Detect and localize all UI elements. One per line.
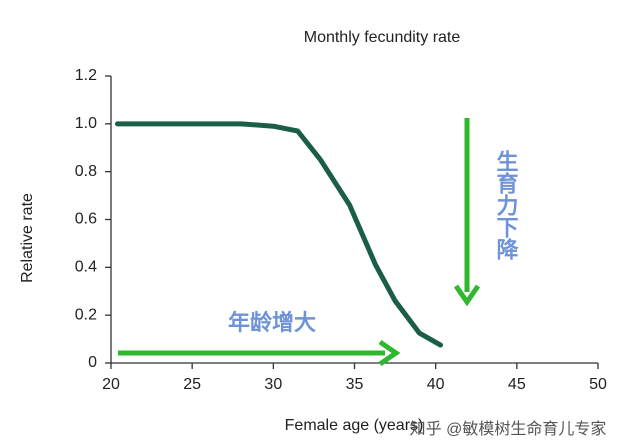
x-tick-label: 35 — [346, 376, 364, 393]
arrow-head — [378, 339, 401, 367]
y-axis-label: Relative rate — [19, 193, 36, 283]
y-tick-label: 0.8 — [75, 163, 97, 180]
y-tick-label: 0.2 — [75, 306, 97, 323]
arrow-head — [453, 284, 481, 307]
x-tick-label: 50 — [589, 376, 607, 393]
y-tick-label: 0 — [88, 354, 97, 371]
y-tick-label: 0.4 — [75, 259, 97, 276]
y-tick-label: 1.2 — [75, 67, 97, 84]
y-tick-label: 0.6 — [75, 211, 97, 228]
annotation: 年龄增大 — [228, 310, 316, 336]
x-tick-label: 45 — [508, 376, 526, 393]
chart-title: Monthly fecundity rate — [304, 29, 461, 46]
watermark: 知乎 @敏模树生命育儿专家 — [410, 420, 607, 438]
y-tick-label: 1.0 — [75, 115, 97, 132]
x-axis-label: Female age (years) — [285, 417, 424, 434]
x-tick-label: 40 — [427, 376, 445, 393]
x-tick-label: 20 — [102, 376, 120, 393]
annotation: 生育力下降 — [493, 150, 519, 260]
data-line — [114, 121, 444, 348]
x-tick-label: 30 — [264, 376, 282, 393]
x-tick-label: 25 — [183, 376, 201, 393]
